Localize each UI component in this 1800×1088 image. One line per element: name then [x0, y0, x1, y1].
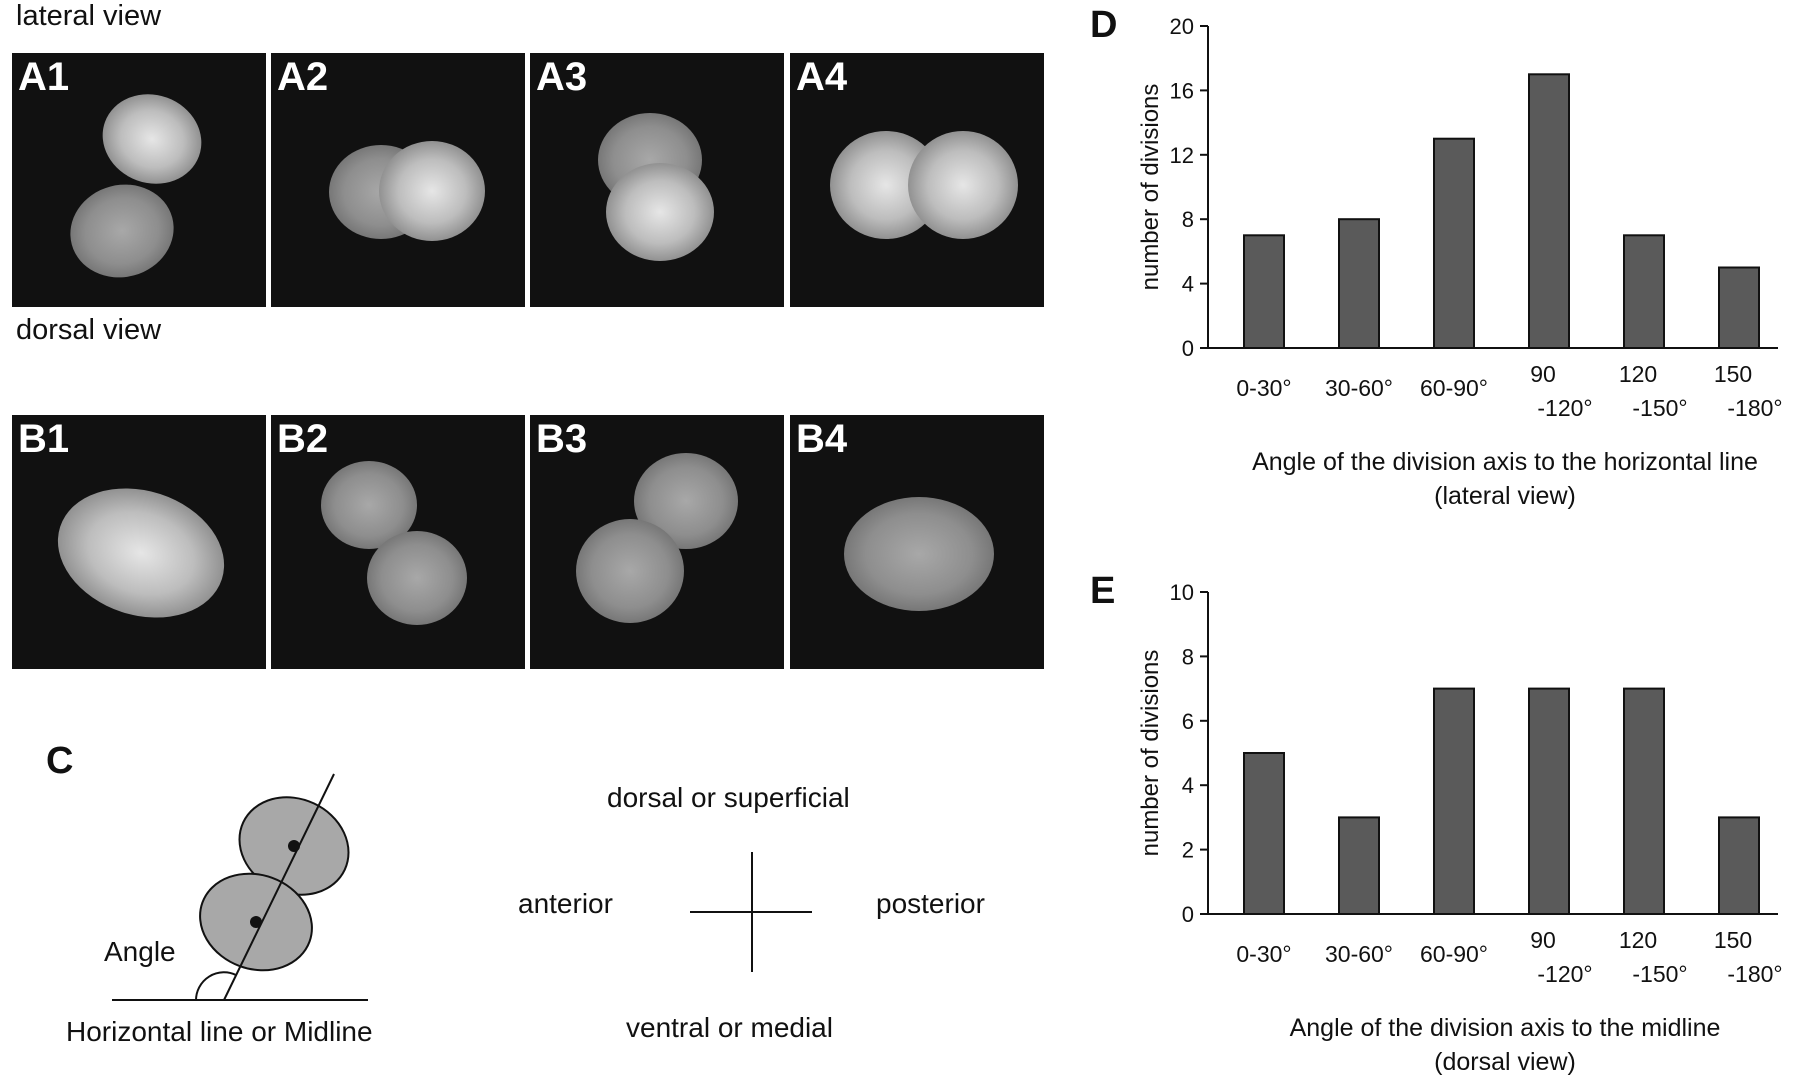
bar	[1623, 234, 1665, 349]
y-tick-label: 0	[1182, 336, 1194, 361]
micrograph-a3: A3	[530, 53, 784, 307]
y-tick-label: 16	[1170, 78, 1194, 103]
cell	[59, 173, 185, 289]
y-tick-label: 4	[1182, 272, 1194, 297]
bar	[1528, 73, 1570, 350]
x-tick-label: 60-90°	[1420, 375, 1488, 401]
cell	[379, 141, 485, 241]
micrograph-b4: B4	[790, 415, 1044, 669]
x-tick-label: -120°	[1537, 961, 1592, 987]
bar	[1718, 266, 1760, 349]
y-tick-label: 8	[1182, 207, 1194, 232]
bar	[1243, 234, 1285, 349]
bar	[1338, 218, 1380, 349]
x-tick-label: 120	[1619, 361, 1657, 387]
x-axis-label: (lateral view)	[1434, 482, 1576, 510]
dorsal-view-label: dorsal view	[16, 314, 162, 346]
panel-label-b1: B1	[18, 417, 70, 461]
micrograph-a2: A2	[271, 53, 525, 307]
dorsal-label: dorsal or superficial	[607, 782, 850, 813]
division-angle-diagram	[112, 773, 812, 1001]
cell	[908, 131, 1018, 239]
panel-label-a1: A1	[18, 55, 70, 99]
micrograph-a4: A4	[790, 53, 1044, 307]
x-tick-label: 120	[1619, 927, 1657, 953]
ventral-label: ventral or medial	[626, 1012, 833, 1043]
x-tick-label: 150	[1714, 361, 1752, 387]
bar	[1433, 137, 1475, 349]
chart-e: 0 2 4 6 8 10 number of divisions 0-30° 30-60° 60-…	[1137, 580, 1783, 1076]
baseline-label: Horizontal line or Midline	[66, 1016, 373, 1047]
micrograph-b2: B2	[271, 415, 525, 669]
x-tick-label: 90	[1530, 361, 1556, 387]
panel-label-b3: B3	[536, 417, 588, 461]
cell	[89, 80, 215, 198]
lateral-view-label: lateral view	[16, 0, 162, 32]
y-axis-label: number of divisions	[1137, 650, 1164, 857]
cell	[576, 519, 684, 623]
angle-label: Angle	[104, 936, 176, 967]
y-tick-label: 10	[1170, 580, 1194, 605]
upper-nucleus-dot	[288, 840, 300, 852]
x-tick-label: 60-90°	[1420, 941, 1488, 967]
bar	[1623, 687, 1665, 915]
panel-label-b2: B2	[277, 417, 329, 461]
panel-letter-d: D	[1090, 4, 1118, 46]
angle-arc	[195, 971, 237, 1001]
division-axis	[223, 773, 335, 1001]
x-tick-label: 30-60°	[1325, 941, 1393, 967]
cell	[367, 531, 467, 625]
posterior-label: posterior	[876, 888, 985, 919]
y-tick-label: 6	[1182, 709, 1194, 734]
chart-d: 0 4 8 12 16 20 number of divisions 0-30° 30-60° 6…	[1137, 14, 1783, 510]
micrograph-a1: A1	[12, 53, 266, 307]
y-axis-label: number of divisions	[1137, 84, 1164, 291]
x-axis-label: Angle of the division axis to the midlin…	[1290, 1014, 1721, 1042]
y-tick-label: 0	[1182, 902, 1194, 927]
bar	[1718, 816, 1760, 915]
bar	[1528, 687, 1570, 915]
panel-label-a3: A3	[536, 55, 588, 99]
x-tick-label: -150°	[1632, 395, 1687, 421]
panel-letter-e: E	[1090, 570, 1116, 612]
bar	[1433, 687, 1475, 915]
x-tick-label: 0-30°	[1236, 941, 1291, 967]
x-tick-label: -180°	[1727, 961, 1782, 987]
y-tick-label: 2	[1182, 838, 1194, 863]
cell	[606, 163, 714, 261]
x-tick-label: 150	[1714, 927, 1752, 953]
x-tick-label: 0-30°	[1236, 375, 1291, 401]
x-axis-label: Angle of the division axis to the horizo…	[1252, 448, 1758, 476]
micrograph-b3: B3	[530, 415, 784, 669]
x-tick-label: -120°	[1537, 395, 1592, 421]
lower-nucleus-dot	[250, 916, 262, 928]
y-tick-label: 12	[1170, 143, 1194, 168]
x-tick-label: 30-60°	[1325, 375, 1393, 401]
y-tick-label: 8	[1182, 644, 1194, 669]
anterior-label: anterior	[518, 888, 613, 919]
bar	[1243, 752, 1285, 915]
x-tick-label: 90	[1530, 927, 1556, 953]
micrograph-b1: B1	[12, 415, 266, 669]
cell	[41, 467, 241, 639]
panel-label-b4: B4	[796, 417, 848, 461]
x-tick-label: -150°	[1632, 961, 1687, 987]
x-tick-label: -180°	[1727, 395, 1782, 421]
y-tick-label: 4	[1182, 773, 1194, 798]
y-tick-label: 20	[1170, 14, 1194, 39]
panel-letter-c: C	[46, 740, 74, 782]
cell	[844, 497, 994, 611]
panel-label-a4: A4	[796, 55, 848, 99]
panel-label-a2: A2	[277, 55, 329, 99]
bar	[1338, 816, 1380, 915]
x-axis-label: (dorsal view)	[1434, 1048, 1576, 1076]
